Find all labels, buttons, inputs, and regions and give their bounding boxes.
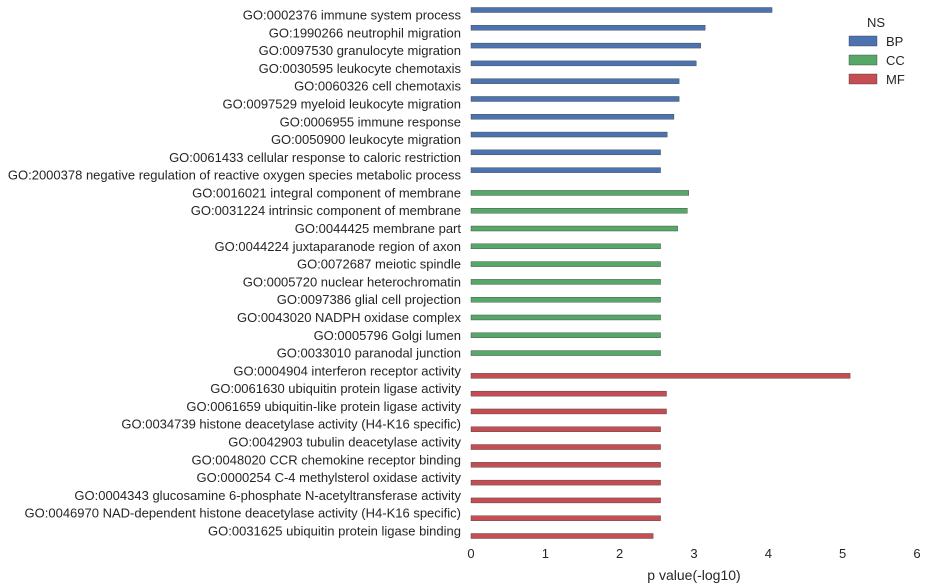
category-label: GO:0004343 glucosamine 6-phosphate N-ace…: [74, 488, 461, 503]
category-label: GO:0044224 juxtaparanode region of axon: [215, 239, 461, 254]
category-labels-group: GO:0002376 immune system process GO:19902…: [8, 8, 462, 539]
legend: NS BP CC MF: [848, 15, 905, 87]
category-label: GO:0050900 leukocyte migration: [271, 132, 461, 147]
bar-cc: [470, 332, 661, 338]
bar-bp: [470, 167, 661, 173]
bar-bp: [470, 114, 675, 120]
bar-cc: [470, 190, 690, 196]
bar-mf: [470, 426, 661, 432]
legend-swatch-mf: [848, 73, 878, 85]
x-tick-label: 0: [467, 546, 474, 561]
category-label: GO:0060326 cell chemotaxis: [294, 79, 461, 94]
category-label: GO:0061630 ubiquitin protein ligase acti…: [210, 381, 461, 396]
bar-cc: [470, 208, 688, 214]
bar-bp: [470, 149, 661, 156]
category-label: GO:0016021 integral component of membran…: [192, 185, 461, 200]
bar-cc: [470, 243, 661, 250]
category-label: GO:0048020 CCR chemokine receptor bindin…: [191, 452, 461, 467]
category-label: GO:2000378 negative regulation of reacti…: [8, 168, 462, 183]
legend-label-cc: CC: [886, 53, 905, 68]
bar-bp: [470, 60, 697, 67]
category-label: GO:0004904 interferon receptor activity: [233, 363, 461, 378]
x-tick-label: 1: [542, 546, 549, 561]
category-label: GO:0061659 ubiquitin-like protein ligase…: [186, 399, 461, 414]
x-tick-label: 4: [765, 546, 772, 561]
category-label: GO:0031224 intrinsic component of membra…: [191, 203, 461, 218]
x-axis-title: p value(-log10): [647, 567, 740, 583]
bar-bp: [470, 42, 701, 49]
legend-swatch-cc: [848, 54, 878, 66]
x-tick-label: 6: [913, 546, 920, 561]
category-label: GO:0034739 histone deacetylase activity …: [121, 417, 461, 432]
legend-label-bp: BP: [886, 34, 903, 49]
bar-mf: [470, 390, 667, 397]
category-label: GO:0072687 meiotic spindle: [297, 257, 461, 272]
legend-swatch-bp: [848, 35, 878, 47]
bar-mf: [470, 479, 661, 486]
category-label: GO:0061433 cellular response to caloric …: [169, 150, 461, 165]
category-label: GO:0043020 NADPH oxidase complex: [237, 310, 462, 325]
bar-bp: [470, 25, 706, 31]
category-label: GO:1990266 neutrophil migration: [269, 25, 461, 40]
bar-mf: [470, 373, 851, 379]
bar-mf: [470, 533, 654, 539]
bar-cc: [470, 225, 678, 232]
x-tick-label: 2: [616, 546, 623, 561]
category-label: GO:0005720 nuclear heterochromatin: [243, 274, 461, 289]
bar-cc: [470, 261, 661, 267]
legend-title: NS: [867, 15, 885, 30]
x-tick-label: 3: [690, 546, 697, 561]
category-label: GO:0005796 Golgi lumen: [314, 328, 461, 343]
category-label: GO:0006955 immune response: [280, 114, 461, 129]
category-label: GO:0044425 membrane part: [295, 221, 462, 236]
category-label: GO:0033010 paranodal junction: [277, 346, 461, 361]
category-label: GO:0097529 myeloid leukocyte migration: [223, 96, 461, 111]
category-label: GO:0000254 C-4 methylsterol oxidase acti…: [197, 470, 462, 485]
category-label: GO:0097530 granulocyte migration: [259, 43, 461, 58]
bar-cc: [470, 350, 661, 356]
x-axis-ticks-group: 0 1 2 3 4 5 6: [467, 546, 920, 561]
x-tick-label: 5: [839, 546, 846, 561]
bar-bp: [470, 78, 680, 84]
bar-mf: [470, 515, 661, 521]
category-label: GO:0030595 leukocyte chemotaxis: [259, 61, 462, 76]
category-label: GO:0031625 ubiquitin protein ligase bind…: [208, 524, 461, 539]
bar-bp: [470, 96, 680, 102]
bar-mf: [470, 408, 667, 415]
legend-label-mf: MF: [886, 72, 905, 87]
legend-entries-group: BP CC MF: [848, 34, 905, 87]
bar-mf: [470, 444, 661, 450]
bar-mf: [470, 497, 661, 504]
bar-bp: [470, 7, 773, 13]
category-label: GO:0097386 glial cell projection: [277, 292, 461, 307]
bar-mf: [470, 462, 661, 468]
bar-bp: [470, 131, 668, 138]
bar-cc: [470, 296, 661, 303]
category-label: GO:0002376 immune system process: [243, 8, 462, 23]
bars-group: [470, 7, 851, 539]
category-label: GO:0042903 tubulin deacetylase activity: [228, 435, 461, 450]
category-label: GO:0046970 NAD-dependent histone deacety…: [25, 506, 461, 521]
bar-cc: [470, 279, 661, 285]
bar-cc: [470, 314, 661, 321]
